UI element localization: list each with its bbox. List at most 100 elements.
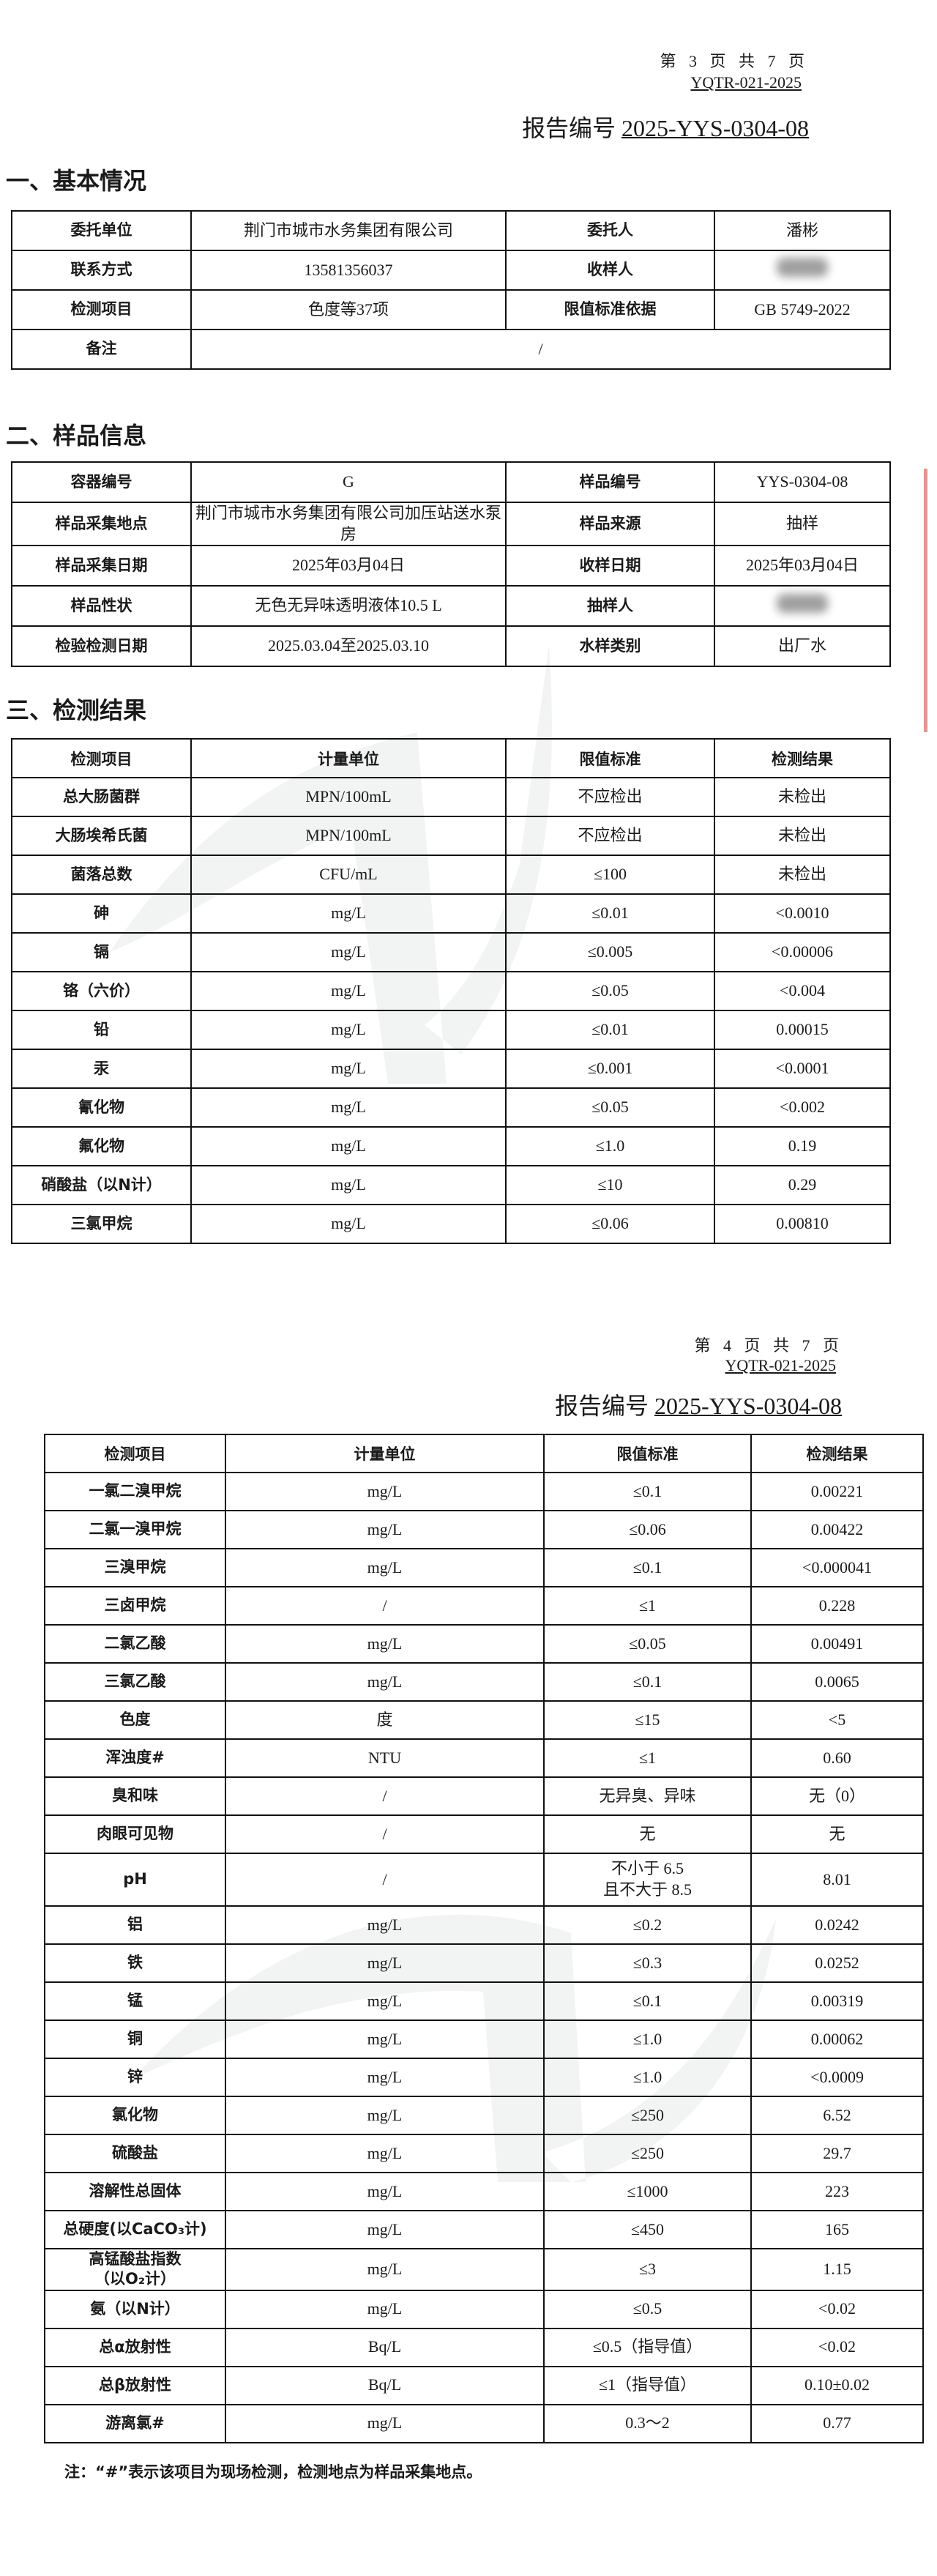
test-item: 砷 — [11, 893, 192, 934]
test-result: 0.00015 — [714, 1010, 891, 1050]
test-result: 0.60 — [750, 1738, 924, 1778]
limit-standard: ≤1000 — [543, 2172, 752, 2211]
report-number: 报告编号 2025-YYS-0304-08 — [522, 110, 809, 144]
table-row: 一氯二溴甲烷 mg/L ≤0.1 0.00221 — [44, 1472, 924, 1511]
table-row: 检测项目 色度等37项 限值标准依据 GB 5749-2022 — [11, 289, 891, 330]
table-row: 样品性状 无色无异味透明液体10.5 L 抽样人 — [11, 585, 891, 628]
test-result: 0.77 — [750, 2403, 924, 2443]
limit-standard: ≤0.06 — [505, 1204, 715, 1244]
test-item: 高锰酸盐指数 （以O₂计） — [44, 2248, 226, 2291]
table-row: 铁 mg/L ≤0.3 0.0252 — [44, 1943, 924, 1983]
table-row: 氯化物 mg/L ≤250 6.52 — [44, 2096, 924, 2135]
section-title-sample: 二、样品信息 — [6, 422, 147, 450]
table-row: 容器编号 G 样品编号 YYS-0304-08 — [11, 461, 891, 503]
test-result: <5 — [750, 1700, 924, 1740]
unit: mg/L — [225, 1624, 545, 1664]
test-result: 未检出 — [714, 855, 891, 895]
report-number-value: 2025-YYS-0304-08 — [621, 115, 809, 141]
table-row: 铬（六价） mg/L ≤0.05 <0.004 — [11, 971, 891, 1011]
unit: mg/L — [225, 1943, 545, 1983]
test-item: 铜 — [44, 2020, 226, 2059]
test-result: 223 — [750, 2172, 924, 2211]
table-row: 色度度 ≤15 <5 — [44, 1700, 924, 1740]
test-item: 三氯甲烷 — [11, 1204, 192, 1244]
test-item: 氟化物 — [11, 1126, 192, 1166]
field-value: 荆门市城市水务集团有限公司 — [190, 210, 507, 251]
limit-standard: ≤1 — [543, 1586, 752, 1626]
limit-standard: ≤450 — [543, 2210, 752, 2249]
unit: mg/L — [190, 1204, 507, 1244]
limit-standard: ≤0.5 — [543, 2289, 752, 2329]
test-result: 0.19 — [714, 1126, 891, 1166]
table-row: 三氯乙酸 mg/L ≤0.1 0.0065 — [44, 1662, 924, 1702]
field-label: 抽样人 — [505, 585, 715, 628]
test-result: 0.0065 — [750, 1662, 924, 1702]
limit-standard: ≤3 — [543, 2248, 752, 2291]
table-row: 三氯甲烷 mg/L ≤0.06 0.00810 — [11, 1204, 891, 1244]
field-value — [714, 250, 891, 291]
field-label: 委托单位 — [11, 210, 192, 251]
table-row: 备注 / — [11, 329, 891, 370]
test-result: <0.002 — [714, 1087, 891, 1128]
table-row: 浑浊度# NTU ≤1 0.60 — [44, 1738, 924, 1778]
test-result: <0.000041 — [750, 1548, 924, 1587]
field-label: 样品采集地点 — [11, 501, 192, 547]
limit-standard: ≤0.1 — [543, 1472, 752, 1511]
test-item: 镉 — [11, 932, 192, 972]
limit-standard: ≤250 — [543, 2096, 752, 2135]
table-row: 三卤甲烷 / ≤1 0.228 — [44, 1586, 924, 1626]
unit: mg/L — [225, 2248, 545, 2291]
test-result: <0.00006 — [714, 932, 891, 972]
field-value: 2025年03月04日 — [714, 545, 891, 587]
test-result: <0.02 — [750, 2289, 924, 2329]
column-header: 计量单位 — [225, 1434, 545, 1473]
field-label: 检验检测日期 — [11, 625, 192, 668]
test-item: 肉眼可见物 — [44, 1814, 226, 1854]
test-item: 三溴甲烷 — [44, 1548, 226, 1587]
column-header: 检测结果 — [750, 1434, 924, 1473]
test-item: 锰 — [44, 1981, 226, 2021]
report-number-value: 2025-YYS-0304-08 — [654, 1393, 842, 1419]
limit-standard: ≤0.05 — [543, 1624, 752, 1664]
table-row: 硫酸盐 mg/L ≤250 29.7 — [44, 2134, 924, 2173]
test-item: 臭和味 — [44, 1776, 226, 1816]
report-number-label: 报告编号 — [522, 115, 616, 141]
table-row: 总α放射性 Bq/L ≤0.5（指导值） <0.02 — [44, 2327, 924, 2367]
page-indicator: 第 3 页 共 7 页 — [660, 52, 809, 70]
table-row: 二氯一溴甲烷 mg/L ≤0.06 0.00422 — [44, 1510, 924, 1549]
report-number: 报告编号 2025-YYS-0304-08 — [555, 1388, 842, 1421]
table-row: 三溴甲烷 mg/L ≤0.1 <0.000041 — [44, 1548, 924, 1587]
table-row: 氟化物 mg/L ≤1.0 0.19 — [11, 1126, 891, 1166]
test-item: 汞 — [11, 1049, 192, 1089]
table-row: 联系方式 13581356037 收样人 — [11, 250, 891, 291]
limit-standard: ≤100 — [505, 855, 715, 895]
unit: / — [225, 1814, 545, 1854]
unit: mg/L — [225, 2096, 545, 2135]
unit: mg/L — [190, 1126, 507, 1166]
table-row: 锰 mg/L ≤0.1 0.00319 — [44, 1981, 924, 2021]
field-label: 联系方式 — [11, 250, 192, 291]
test-result: 165 — [750, 2210, 924, 2249]
table-row: pH / 不小于 6.5 且不大于 8.5 8.01 — [44, 1853, 924, 1907]
unit: MPN/100mL — [190, 816, 507, 856]
unit: CFU/mL — [190, 855, 507, 895]
table-row: 氰化物 mg/L ≤0.05 <0.002 — [11, 1087, 891, 1128]
test-item: 菌落总数 — [11, 855, 192, 895]
field-label: 样品性状 — [11, 585, 192, 628]
test-item: 氰化物 — [11, 1087, 192, 1128]
table-row: 硝酸盐（以N计） mg/L ≤10 0.29 — [11, 1165, 891, 1205]
test-result: 29.7 — [750, 2134, 924, 2173]
table-row: 铅 mg/L ≤0.01 0.00015 — [11, 1010, 891, 1050]
limit-standard: ≤1（指导值） — [543, 2365, 752, 2405]
test-result: 0.00810 — [714, 1204, 891, 1244]
column-header: 计量单位 — [190, 738, 507, 778]
limit-standard: ≤0.01 — [505, 893, 715, 934]
test-result: 0.00221 — [750, 1472, 924, 1511]
column-header: 检测结果 — [714, 738, 891, 778]
test-item: 总β放射性 — [44, 2365, 226, 2405]
limit-standard: ≤0.1 — [543, 1662, 752, 1702]
unit: 度 — [225, 1700, 545, 1740]
limit-standard: ≤1.0 — [543, 2058, 752, 2097]
table-row: 铝 mg/L ≤0.2 0.0242 — [44, 1905, 924, 1945]
test-item: 硝酸盐（以N计） — [11, 1165, 192, 1205]
